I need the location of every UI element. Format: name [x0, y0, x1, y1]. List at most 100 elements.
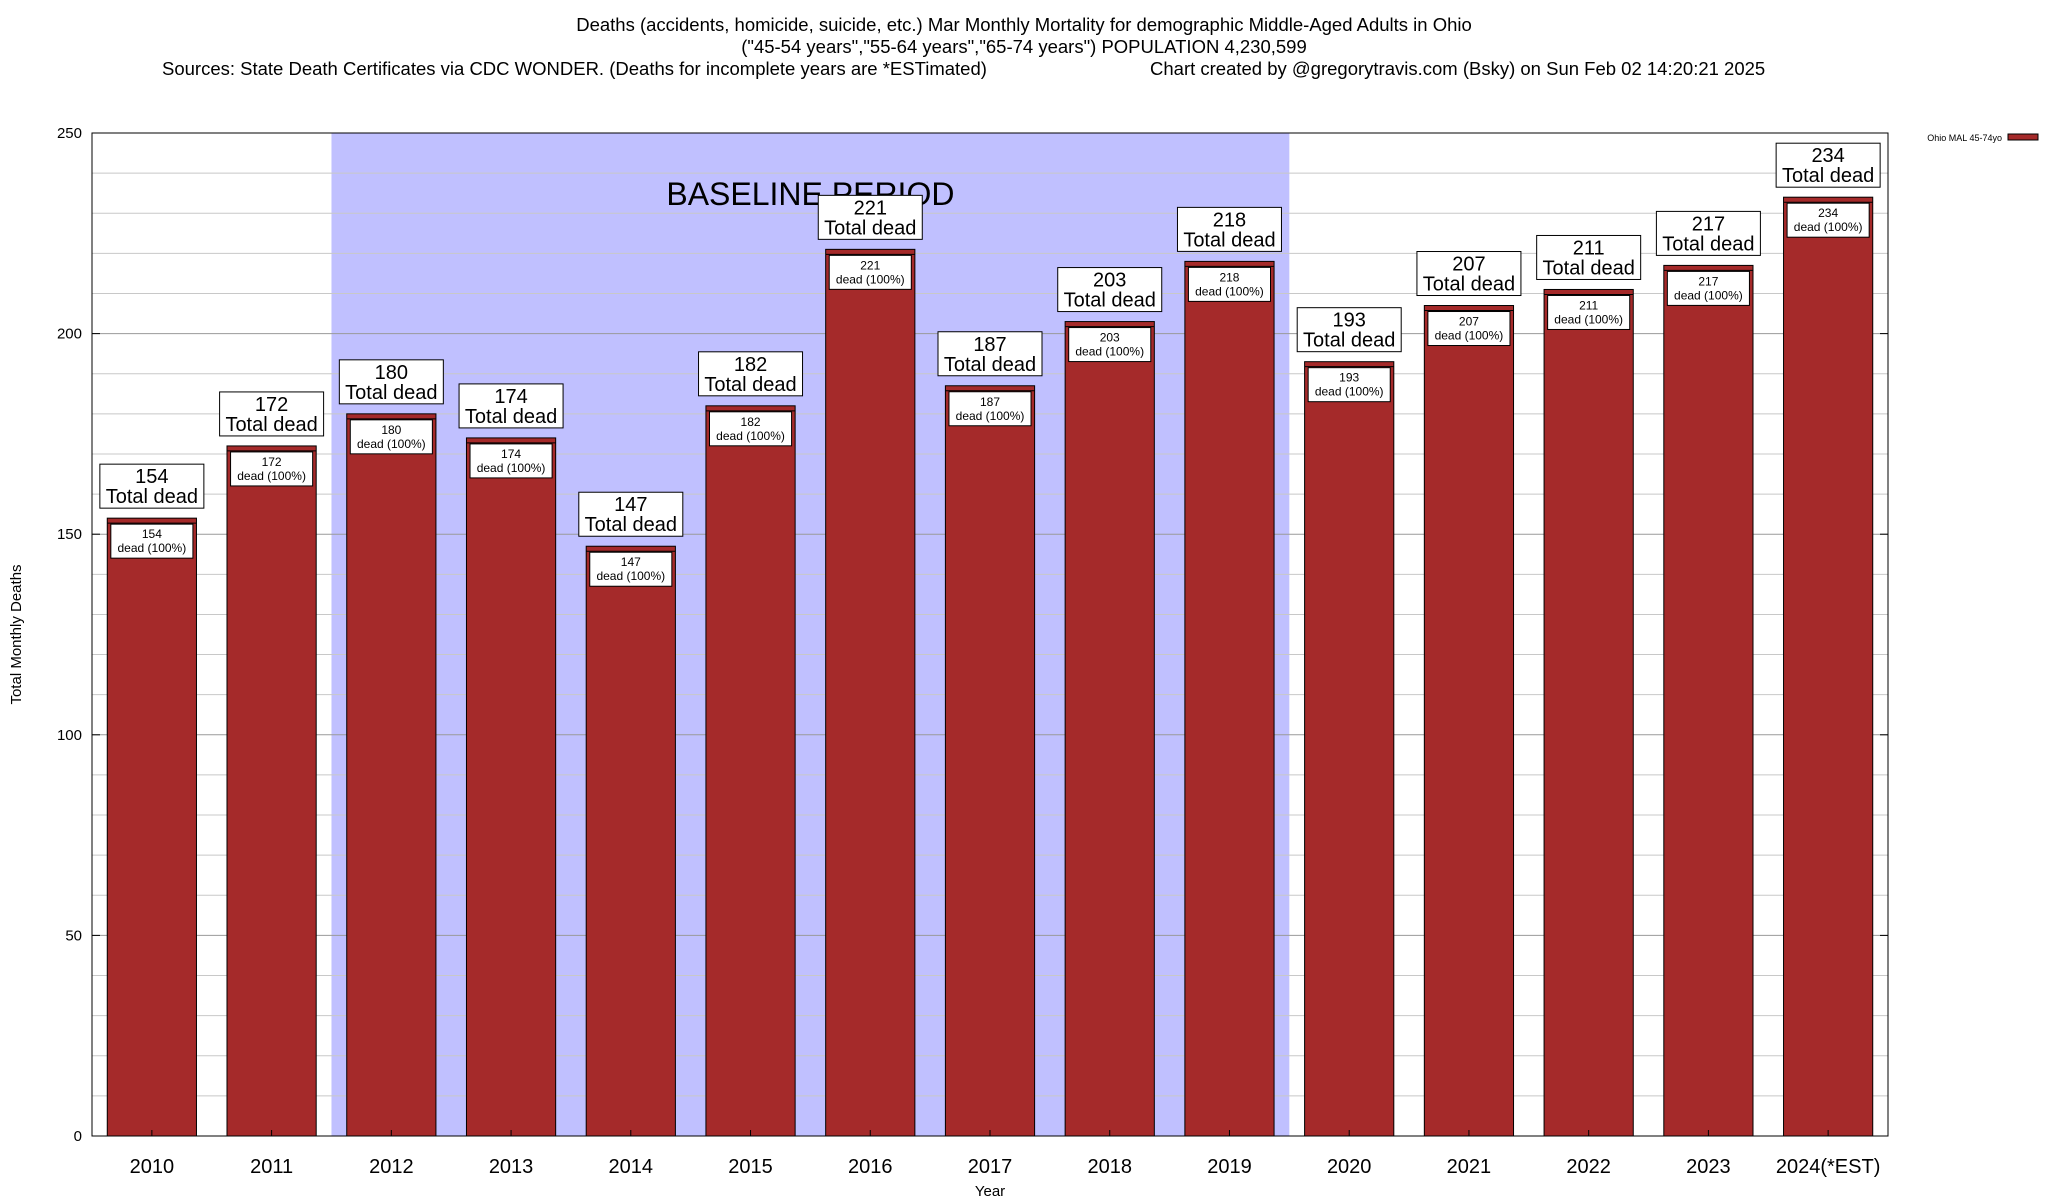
bar-inner-suffix: dead (100%) [357, 437, 426, 451]
bar-outer-label-box [1296, 307, 1402, 353]
y-tick-label: 250 [57, 125, 82, 142]
x-tick-label: 2014 [609, 1156, 654, 1178]
chart-title-block: Deaths (accidents, homicide, suicide, et… [0, 14, 2048, 80]
bar-outer-value: 147 [614, 494, 647, 516]
bar-outer-label-box [937, 331, 1043, 377]
bar-outer-suffix: Total dead [1543, 257, 1635, 279]
bar-inner-label-box [110, 523, 194, 559]
bar-outer-label-box [1655, 210, 1761, 256]
bar-inner-label-box [948, 391, 1032, 427]
bar-outer-label-box [219, 391, 325, 437]
y-tick-label: 100 [57, 727, 82, 744]
bar-outer-value: 234 [1811, 145, 1844, 167]
legend-swatch [2007, 133, 2039, 141]
bar-inner-suffix: dead (100%) [1075, 345, 1144, 359]
bar-2010 [106, 517, 197, 1137]
x-tick-label: 2016 [848, 1156, 893, 1178]
chart-title: Deaths (accidents, homicide, suicide, et… [576, 14, 1472, 35]
x-tick-label: 2011 [250, 1156, 293, 1178]
x-tick-label: 2010 [130, 1156, 175, 1178]
bar-2021 [1423, 305, 1515, 1137]
bar-outer-suffix: Total dead [106, 486, 198, 508]
bar-outer-suffix: Total dead [585, 514, 677, 536]
bar-outer-label-box [1775, 142, 1881, 188]
bar-outer-value: 193 [1333, 310, 1366, 332]
bar-outer-suffix: Total dead [1183, 229, 1275, 251]
bar-inner-value: 211 [1579, 298, 1598, 312]
x-tick-label: 2017 [968, 1156, 1013, 1178]
x-tick-label: 2021 [1447, 1156, 1492, 1178]
bar-inner-value: 154 [142, 527, 162, 541]
bar-inner-label-box [230, 451, 314, 487]
bar-inner-label-box [1666, 270, 1750, 306]
bar-2013 [465, 437, 557, 1137]
bar-inner-label-box [469, 443, 553, 479]
bar-2016 [825, 248, 916, 1137]
bar-2015 [705, 405, 796, 1137]
bar-inner-value: 172 [262, 455, 282, 469]
bar-2019 [1184, 260, 1275, 1137]
bar-outer-label-box [1416, 251, 1522, 297]
bar-outer-suffix: Total dead [225, 414, 317, 436]
x-tick-label: 2015 [728, 1156, 773, 1178]
bar-outer-label-box [1536, 234, 1642, 280]
bar-inner-suffix: dead (100%) [1195, 284, 1264, 298]
bar-outer-label-box [458, 383, 564, 429]
bar-2011 [226, 445, 317, 1137]
bar-inner-value: 207 [1459, 315, 1479, 329]
bar-2014 [585, 545, 676, 1137]
bar-outer-label-box [99, 463, 205, 509]
bar-inner-value: 174 [501, 447, 521, 461]
bar-outer-value: 217 [1692, 213, 1725, 235]
bar-inner-suffix: dead (100%) [1315, 385, 1384, 399]
chart-credit: Chart created by @gregorytravis.com (Bsk… [1150, 58, 1766, 79]
bar-outer-value: 180 [375, 362, 408, 384]
bar-outer-value: 172 [255, 394, 288, 416]
bar-inner-value: 221 [860, 258, 880, 272]
x-tick-label: 2022 [1566, 1156, 1611, 1178]
bar-outer-label-box [817, 194, 923, 240]
chart-sources: Sources: State Death Certificates via CD… [162, 58, 987, 79]
x-tick-label: 2013 [489, 1156, 534, 1178]
bar-inner-value: 180 [381, 423, 401, 437]
bar-outer-suffix: Total dead [944, 354, 1036, 376]
bar-outer-value: 154 [135, 466, 168, 488]
x-tick-label: 2024(*EST) [1776, 1156, 1881, 1178]
bar-outer-value: 218 [1213, 209, 1246, 231]
x-tick-label: 2020 [1327, 1156, 1372, 1178]
bar-inner-value: 182 [741, 415, 761, 429]
y-tick-label: 0 [74, 1128, 82, 1145]
bar-2020 [1304, 361, 1395, 1137]
chart-source-line: Sources: State Death Certificates via CD… [0, 58, 2048, 80]
bar-outer-suffix: Total dead [345, 382, 437, 404]
bar-outer-value: 203 [1093, 270, 1126, 292]
bar-inner-value: 203 [1100, 331, 1120, 345]
bar-2017 [944, 385, 1036, 1137]
y-axis-title: Total Monthly Deaths [8, 564, 25, 704]
bar-outer-value: 207 [1452, 254, 1485, 276]
bar-inner-suffix: dead (100%) [716, 429, 785, 443]
bar-outer-suffix: Total dead [465, 406, 557, 428]
bar-outer-suffix: Total dead [704, 374, 796, 396]
chart-subtitle: ("45-54 years","55-64 years","65-74 year… [741, 36, 1307, 57]
bar-inner-suffix: dead (100%) [477, 461, 546, 475]
bar-inner-label-box [1786, 202, 1870, 238]
bar-2012 [346, 413, 437, 1137]
bar-inner-label-box [1307, 367, 1391, 403]
bar-outer-label-box [698, 351, 804, 397]
bar-inner-suffix: dead (100%) [118, 541, 187, 555]
bar-outer-suffix: Total dead [1423, 274, 1515, 296]
bar-outer-label-box [578, 491, 684, 537]
bar-inner-value: 234 [1818, 206, 1838, 220]
legend-label: Ohio MAL 45-74yo [1927, 133, 2002, 143]
bar-outer-value: 182 [734, 354, 767, 376]
bar-2024(*EST) [1783, 196, 1874, 1137]
bar-inner-label-box [349, 419, 433, 455]
bar-inner-value: 187 [980, 395, 1000, 409]
bar-2022 [1543, 288, 1634, 1137]
bar-inner-label-box [828, 254, 912, 290]
bar-inner-suffix: dead (100%) [1794, 220, 1863, 234]
x-tick-label: 2018 [1087, 1156, 1132, 1178]
bar-inner-label-box [1547, 294, 1631, 330]
x-tick-label: 2019 [1207, 1156, 1252, 1178]
